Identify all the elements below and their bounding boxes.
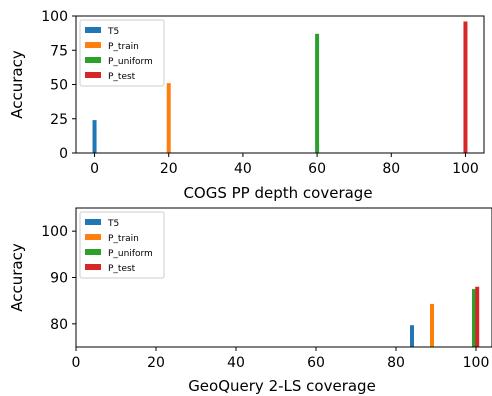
bar-t5 xyxy=(410,325,414,347)
x-tick-label: 40 xyxy=(227,355,245,371)
bar-p-test xyxy=(463,21,468,154)
legend-swatch xyxy=(85,72,101,78)
bar-p-test xyxy=(475,286,480,347)
legend-swatch xyxy=(85,57,101,63)
legend-swatch xyxy=(85,27,101,33)
y-tick-label: 100 xyxy=(41,224,68,240)
x-tick-label: 60 xyxy=(307,355,325,371)
legend-label: P_train xyxy=(108,42,139,52)
legend: T5 P_train P_uniform P_test xyxy=(79,19,165,87)
bar-p-uniform xyxy=(315,33,320,154)
legend-swatch xyxy=(85,249,101,255)
x-tick-label: 80 xyxy=(387,355,405,371)
x-tick-label: 40 xyxy=(234,161,252,177)
x-tick-label: 20 xyxy=(160,161,178,177)
legend-label: P_test xyxy=(108,264,136,274)
chart-panel-2: 0 20 40 60 80 100 80 90 100 GeoQuery 2-LS coverag… xyxy=(8,207,492,395)
y-tick-label: 25 xyxy=(50,112,68,128)
legend-label: T5 xyxy=(107,27,119,37)
legend-swatch xyxy=(85,234,101,240)
bar-p-train xyxy=(430,303,434,347)
legend-box xyxy=(79,19,165,87)
y-tick-label: 50 xyxy=(50,78,68,94)
legend-swatch xyxy=(85,42,101,48)
legend: T5 P_train P_uniform P_test xyxy=(79,211,165,279)
y-tick-label: 75 xyxy=(50,43,68,59)
legend-swatch xyxy=(85,264,101,270)
x-axis-label: GeoQuery 2-LS coverage xyxy=(188,377,376,395)
bar-t5 xyxy=(92,120,97,153)
x-tick-label: 0 xyxy=(72,355,81,371)
x-axis-label: COGS PP depth coverage xyxy=(183,184,372,202)
legend-label: P_train xyxy=(108,234,139,244)
x-tick-label: 80 xyxy=(382,161,400,177)
bar-p-uniform xyxy=(472,289,476,347)
legend-label: P_test xyxy=(108,72,136,82)
y-tick-label: 80 xyxy=(50,317,68,333)
chart-panel-1: 0 20 40 60 80 100 0 25 50 75 100 COGS PP depth cove… xyxy=(8,9,485,202)
x-tick-label: 60 xyxy=(308,161,326,177)
x-tick-label: 100 xyxy=(463,355,490,371)
legend-swatch xyxy=(85,219,101,225)
legend-label: P_uniform xyxy=(108,249,153,259)
y-axis-label: Accuracy xyxy=(8,243,26,312)
legend-label: T5 xyxy=(107,219,119,229)
legend-box xyxy=(79,211,165,279)
x-tick-label: 0 xyxy=(90,161,99,177)
bar-p-train xyxy=(166,83,171,153)
x-tick-label: 100 xyxy=(452,161,479,177)
y-tick-label: 90 xyxy=(50,271,68,287)
x-tick-label: 20 xyxy=(147,355,165,371)
y-tick-label: 100 xyxy=(41,9,68,25)
y-tick-label: 0 xyxy=(59,146,68,162)
legend-label: P_uniform xyxy=(108,57,153,67)
y-axis-label: Accuracy xyxy=(8,50,26,119)
